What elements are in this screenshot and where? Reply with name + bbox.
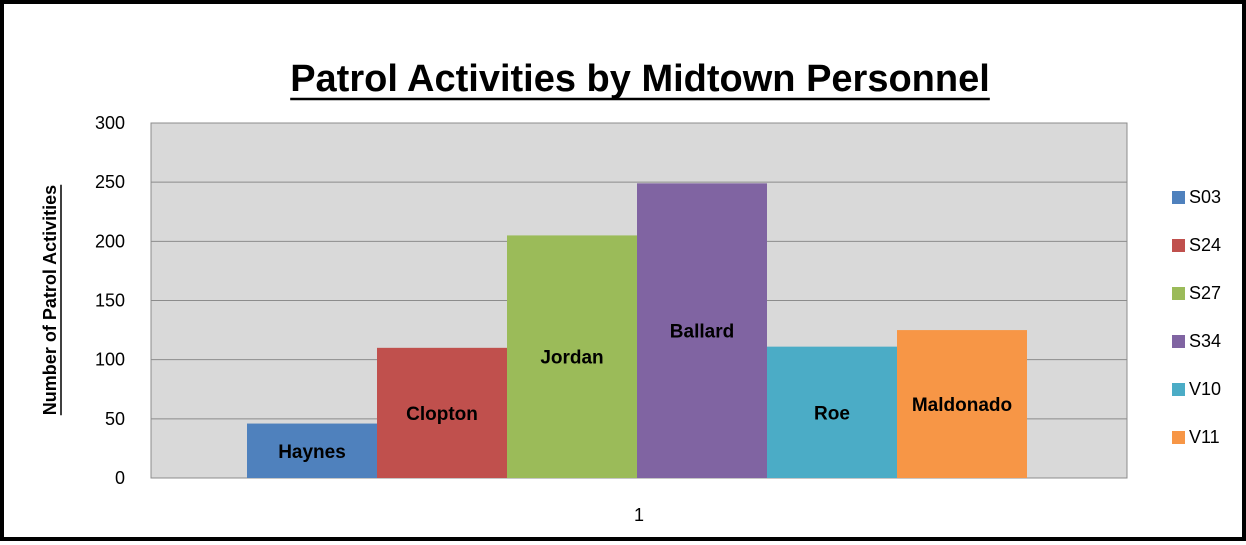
legend-label-v11: V11 xyxy=(1189,427,1220,447)
y-tick-label: 50 xyxy=(105,409,125,429)
bar-v10 xyxy=(767,346,897,478)
bar-s03 xyxy=(247,423,377,478)
legend-swatch-s27 xyxy=(1172,287,1185,300)
legend-swatch-s03 xyxy=(1172,191,1185,204)
legend-label-s24: S24 xyxy=(1189,235,1221,255)
bar-label-s24: Clopton xyxy=(406,404,478,425)
legend-label-s03: S03 xyxy=(1189,187,1221,207)
y-axis-label-group: Number of Patrol Activities xyxy=(40,184,62,416)
y-axis-label: Number of Patrol Activities xyxy=(40,185,60,415)
legend: S03 S24 S27 S34 V10 V11 xyxy=(1172,187,1221,447)
legend-swatch-v11 xyxy=(1172,431,1185,444)
bar-s34 xyxy=(637,183,767,478)
y-tick-label: 150 xyxy=(95,291,125,311)
chart-svg: Patrol Activities by Midtown Personnel 0… xyxy=(40,58,1221,525)
x-tick-label: 1 xyxy=(634,505,644,525)
legend-label-s27: S27 xyxy=(1189,283,1221,303)
bar-label-s03: Haynes xyxy=(278,442,346,463)
legend-label-v10: V10 xyxy=(1189,379,1221,399)
legend-swatch-s24 xyxy=(1172,239,1185,252)
bar-s24 xyxy=(377,347,507,478)
plot-area: 0 50 100 150 200 250 300 Haynes Clopton Jordan Bal… xyxy=(95,113,1128,525)
bar-label-v10: Roe xyxy=(814,403,850,424)
y-tick-label: 300 xyxy=(95,113,125,133)
chart-title: Patrol Activities by Midtown Personnel xyxy=(290,58,990,100)
legend-swatch-s34 xyxy=(1172,335,1185,348)
bar-label-v11: Maldonado xyxy=(912,395,1012,416)
legend-label-s34: S34 xyxy=(1189,331,1221,351)
y-tick-label: 100 xyxy=(95,350,125,370)
y-tick-label: 250 xyxy=(95,172,125,192)
y-tick-label: 0 xyxy=(115,468,125,488)
bar-label-s27: Jordan xyxy=(540,348,603,369)
y-tick-label: 200 xyxy=(95,231,125,251)
legend-swatch-v10 xyxy=(1172,383,1185,396)
bar-s27 xyxy=(507,235,637,478)
bar-label-s34: Ballard xyxy=(670,322,734,343)
bar-v11 xyxy=(897,330,1027,478)
